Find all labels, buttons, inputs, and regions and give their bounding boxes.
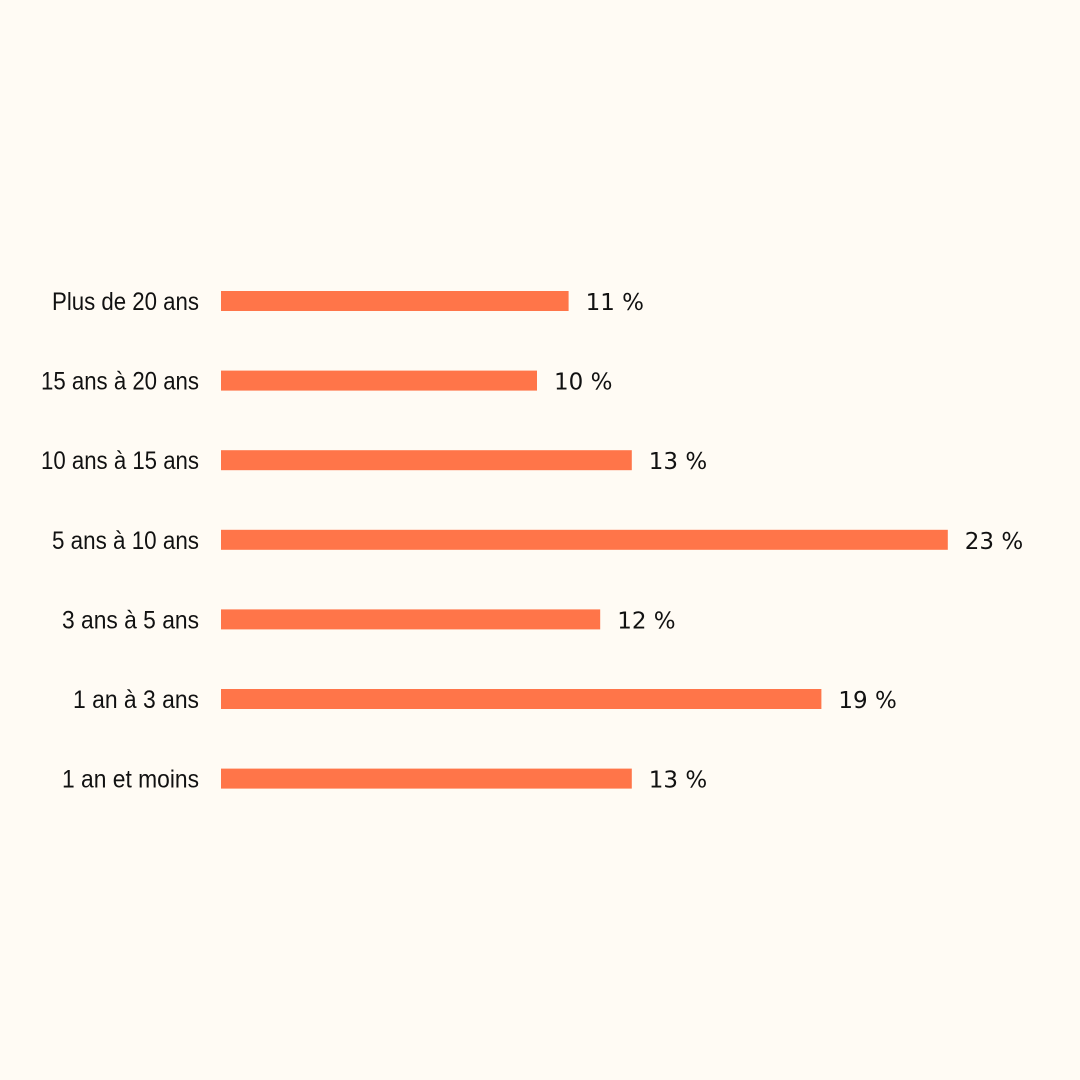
category-labels: Plus de 20 ans 15 ans à 20 ans 10 ans à 15… [41, 288, 199, 794]
bar [221, 291, 569, 311]
category-label: Plus de 20 ans [52, 288, 199, 316]
bar [221, 529, 948, 550]
category-label: 3 ans à 5 ans [62, 606, 199, 634]
value-label: 10 % [554, 370, 612, 396]
value-label: 13 % [649, 449, 707, 475]
value-label: 19 % [838, 688, 896, 714]
value-labels: 11 % 10 % 13 % 23 % 12 % 19 % 13 % [554, 290, 1023, 794]
bar [221, 450, 632, 471]
category-label: 1 an et moins [62, 766, 199, 794]
bar [221, 768, 632, 789]
value-label: 12 % [617, 608, 675, 634]
bar [221, 689, 822, 709]
category-label: 1 an à 3 ans [73, 686, 199, 714]
category-label: 5 ans à 10 ans [52, 527, 199, 555]
bar [221, 370, 537, 391]
value-label: 13 % [649, 768, 707, 794]
value-label: 11 % [586, 290, 644, 316]
category-label: 10 ans à 15 ans [41, 447, 199, 475]
value-label: 23 % [965, 529, 1023, 555]
category-label: 15 ans à 20 ans [41, 368, 199, 396]
bars [221, 291, 948, 789]
bar [221, 609, 601, 630]
